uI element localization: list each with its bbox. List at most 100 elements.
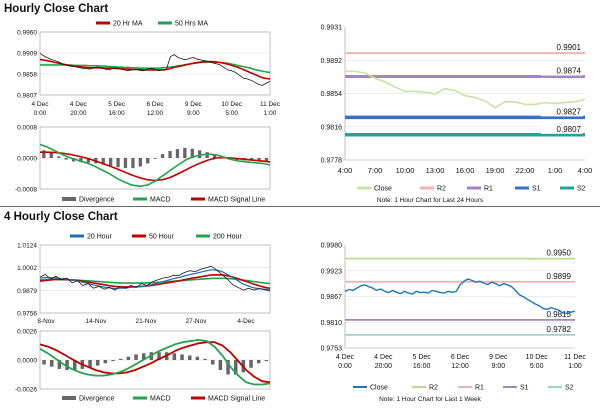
hourly-price-x-tick: 16:00 xyxy=(109,110,126,117)
4h-pivot-r1-label: 0.9899 xyxy=(547,272,572,281)
hourly-macd-y-tick: 0.0000 xyxy=(17,156,37,163)
hourly-pivot-x-tick: 19:00 xyxy=(486,166,505,175)
section-divider xyxy=(0,206,600,207)
hourly-divergence-bar xyxy=(146,158,150,164)
4h-divergence-bar xyxy=(195,356,200,360)
4h-price-y-tick: 0.9879 xyxy=(17,288,37,295)
4h-divergence-bar xyxy=(50,360,54,367)
legend-hourly-macd: MACD xyxy=(150,197,171,204)
hourly-divergence-bar xyxy=(71,158,76,162)
4h-pivot-s1-label: 0.9815 xyxy=(547,310,572,319)
hourly-price-x-tick: 4 Dec xyxy=(70,101,88,108)
4h-macd-y-tick: -0.0026 xyxy=(15,387,37,394)
hourly-divergence-bar xyxy=(183,147,187,158)
4h-macd-y-tick: 0.0000 xyxy=(17,358,37,365)
4h-pivot-x-tick: 0:00 xyxy=(338,363,352,370)
4h-macd-y-tick: 0.0026 xyxy=(17,329,37,336)
plot-frame xyxy=(39,244,271,314)
4h-pivot-y-tick: 0.9923 xyxy=(321,268,343,275)
hourly-pivot-x-tick: 4:00 xyxy=(338,166,353,175)
4h-pivot-x-tick: 1:00 xyxy=(568,363,582,370)
4h-divergence-bar xyxy=(234,360,238,375)
hourly-pivot-x-tick: 22:00 xyxy=(516,166,535,175)
4h-pivot-x-tick: 4 Dec xyxy=(336,354,355,361)
hourly-divergence-bar xyxy=(123,158,128,169)
legend-hourly-pivot-r2: R2 xyxy=(437,186,446,193)
plot-frame xyxy=(39,31,271,96)
4h-pivot-y-tick: 0.9980 xyxy=(321,243,343,250)
legend-4h-macd-signal: MACD Signal Line xyxy=(208,396,265,403)
4h-divergence-bar xyxy=(96,360,100,366)
4h-pivot-label-bg xyxy=(531,309,573,319)
4h-divergence-bar xyxy=(73,360,77,370)
hourly-price-y-tick: 0.9909 xyxy=(17,51,37,58)
hourly-divergence-bar xyxy=(49,153,53,158)
legend-4h-pivot-s1: S1 xyxy=(520,385,529,392)
4h-pivot-y-tick: 0.9810 xyxy=(321,320,343,327)
hourly-pivot-y-tick: 0.9931 xyxy=(321,25,343,32)
legend-4h-divergence: Divergence xyxy=(79,396,115,403)
legend-4h-macd: MACD xyxy=(150,396,171,403)
hourly-pivot-r1-label: 0.9874 xyxy=(557,67,582,76)
4h-divergence-bar xyxy=(134,354,138,360)
hourly-divergence-bar xyxy=(175,149,180,158)
hourly-divergence-bar xyxy=(160,154,165,158)
legend-20hr-ma: 20 Hr MA xyxy=(113,21,143,28)
4h-divergence-bar xyxy=(119,358,123,360)
4h-pivot-x-tick: 11 Dec xyxy=(564,354,586,361)
legend-4h-pivot-close: Close xyxy=(370,385,388,392)
4h-divergence-bar xyxy=(157,352,161,360)
hourly-price-x-tick: 11 Dec xyxy=(260,101,281,108)
legend-4h-50-hour: 50 Hour xyxy=(149,234,175,241)
hourly-divergence-bar xyxy=(190,148,194,158)
hourly-divergence-bar xyxy=(257,158,261,161)
hourly-pivot-x-tick: 1:00 xyxy=(548,166,563,175)
hourly-price-y-tick: 0.9807 xyxy=(17,93,37,100)
4h-divergence-bar xyxy=(126,356,131,360)
4h-divergence-bar xyxy=(226,360,230,375)
legend-hourly-pivot-s1: S1 xyxy=(532,186,541,193)
hourly-price-x-tick: 9:00 xyxy=(187,110,200,117)
4h-price-x-tick: 4-Dec xyxy=(237,318,255,325)
hourly-price-x-tick: 9 Dec xyxy=(185,101,203,108)
hourly-macd-y-tick: -0.0008 xyxy=(15,187,37,194)
hourly-macd-line xyxy=(39,143,271,188)
4h-divergence-bar xyxy=(211,360,215,365)
4h-pivot-y-tick: 0.9753 xyxy=(321,346,343,353)
4h-price-y-tick: 0.9756 xyxy=(17,311,37,318)
4h-price-x-tick: 21-Nov xyxy=(136,318,158,325)
legend-hourly-pivot-close: Close xyxy=(374,186,392,193)
hourly-pivot-y-tick: 0.9854 xyxy=(321,91,343,98)
4h-pivot-x-tick: 5 Dec xyxy=(413,354,432,361)
4h-pivot-x-tick: 20:00 xyxy=(375,363,393,370)
hourly-macd-y-tick: 0.0008 xyxy=(17,125,37,132)
hourly-price-x-tick: 1:00 xyxy=(264,110,277,117)
hourly-pivot-close-line xyxy=(345,70,586,109)
hourly-divergence-bar xyxy=(86,158,90,163)
hourly-close-price-line xyxy=(39,53,271,86)
hourly-divergence-bar xyxy=(250,158,254,161)
hourly-divergence-bar xyxy=(109,158,113,166)
hourly-divergence-bar xyxy=(264,158,269,162)
plot-frame xyxy=(39,126,271,190)
hourly-pivot-label-bg xyxy=(541,66,583,76)
hourly-divergence-bar xyxy=(57,156,61,158)
hourly-pivot-y-tick: 0.9778 xyxy=(321,158,343,165)
legend-4h-pivot-r1: R1 xyxy=(475,385,484,392)
hourly-pivot-s1-label: 0.9827 xyxy=(557,107,582,116)
4h-pivot-label-bg xyxy=(531,271,573,281)
hourly-price-y-tick: 0.9858 xyxy=(17,72,37,79)
4h-divergence-bar xyxy=(218,360,223,370)
4h-price-x-tick: 8-Nov xyxy=(37,318,55,325)
hourly-divergence-bar xyxy=(212,154,217,158)
hourly-pivot-x-tick: 16:00 xyxy=(456,166,475,175)
4h-pivot-label-bg xyxy=(531,248,573,258)
4h-divergence-bar xyxy=(264,360,269,362)
4h-pivot-x-tick: 4 Dec xyxy=(374,354,393,361)
hourly-divergence-bar xyxy=(131,158,135,169)
4h-divergence-bar xyxy=(111,360,115,362)
hourly-divergence-bar xyxy=(64,158,68,160)
4h-macd-line xyxy=(39,338,271,386)
hourly-divergence-bar xyxy=(198,150,202,159)
hourly-pivot-x-tick: 10:00 xyxy=(396,166,415,175)
